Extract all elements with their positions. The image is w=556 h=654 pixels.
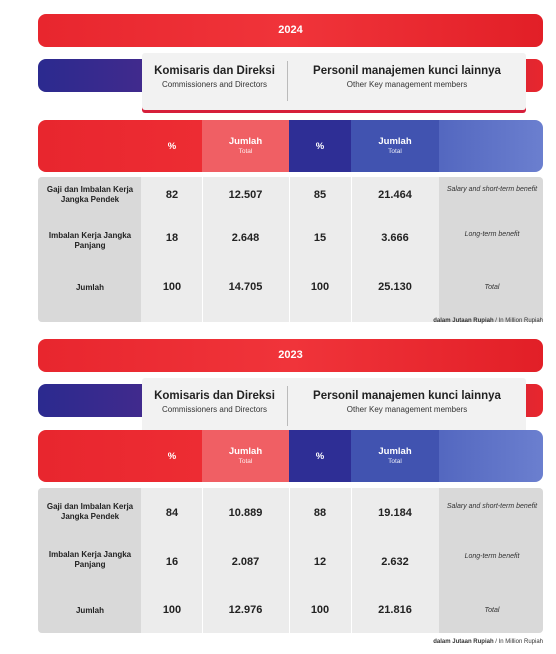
cell-pct: 16 [165, 556, 179, 568]
label-column [38, 177, 141, 322]
divider [289, 177, 290, 322]
cell-pct: 84 [165, 507, 179, 519]
column-label: Jumlah [378, 446, 412, 457]
row-label-en: Salary and short-term benefit [446, 503, 538, 510]
row-label-en: Long-term benefit [464, 231, 520, 238]
unit-note-en: In Million Rupiah [498, 318, 543, 324]
divider [287, 61, 288, 101]
group-key-management: Personil manajemen kunci lainnya Other K… [288, 53, 526, 110]
col-pct-1: % [142, 430, 202, 482]
divider [202, 488, 203, 633]
unit-note-en: In Million Rupiah [498, 639, 543, 645]
cell-amount: 12.507 [228, 189, 263, 201]
row-label: Jumlah [75, 606, 104, 615]
group-title: Komisaris dan Direksi [154, 65, 275, 77]
row-label-en: Long-term benefit [464, 553, 520, 560]
column-label: % [167, 141, 177, 152]
col-amount-2: Jumlah Total [351, 120, 439, 172]
column-sublabel: Total [238, 458, 253, 465]
divider [351, 177, 352, 322]
column-sublabel: Total [388, 148, 402, 155]
cell-pct: 100 [162, 604, 182, 616]
cell-amount: 21.816 [378, 604, 412, 616]
col-pct-1: % [142, 120, 202, 172]
row-label: Gaji dan Imbalan Kerja Jangka Pendek [46, 502, 134, 521]
row-label: Jumlah [75, 283, 104, 292]
group-commissioners: Komisaris dan Direksi Commissioners and … [142, 53, 287, 110]
row-label-en: Salary and short-term benefit [446, 186, 538, 193]
row-label: Gaji dan Imbalan Kerja Jangka Pendek [46, 185, 134, 204]
cell-pct: 100 [310, 281, 330, 293]
cell-amount: 3.666 [381, 232, 409, 244]
row-label-en: Total [484, 284, 500, 291]
divider [289, 488, 290, 633]
cell-pct: 12 [313, 556, 327, 568]
column-sublabel: Total [388, 458, 402, 465]
cell-pct: 15 [313, 232, 327, 244]
cell-pct: 85 [313, 189, 327, 201]
group-header-panel: Komisaris dan Direksi Commissioners and … [142, 53, 526, 110]
group-key-management: Personil manajemen kunci lainnya Other K… [288, 378, 526, 435]
cell-amount: 12.976 [228, 604, 263, 616]
unit-note: dalam Jutaan Rupiah / In Million Rupiah [433, 318, 543, 324]
group-title: Personil manajemen kunci lainnya [313, 390, 501, 402]
group-subtitle: Other Key management members [346, 80, 468, 89]
cell-amount: 2.632 [381, 556, 409, 568]
cell-amount: 10.889 [228, 507, 263, 519]
column-label: % [315, 451, 325, 462]
group-subtitle: Commissioners and Directors [162, 80, 267, 89]
divider [351, 488, 352, 633]
col-amount-2: Jumlah Total [351, 430, 439, 482]
cell-pct: 100 [162, 281, 182, 293]
column-sublabel: Total [238, 148, 253, 155]
group-subtitle: Commissioners and Directors [162, 405, 267, 414]
unit-note-sep: / [493, 318, 499, 324]
cell-amount: 21.464 [378, 189, 412, 201]
label-column [38, 488, 141, 633]
group-title: Personil manajemen kunci lainnya [313, 65, 501, 77]
col-amount-1: Jumlah Total [202, 430, 289, 482]
cell-pct: 100 [310, 604, 330, 616]
unit-note-id: dalam Jutaan Rupiah [433, 639, 494, 645]
cell-amount: 19.184 [378, 507, 412, 519]
col-pct-2: % [289, 120, 351, 172]
column-label: Jumlah [228, 136, 263, 147]
cell-pct: 88 [313, 507, 327, 519]
row-label-en: Total [484, 607, 500, 614]
column-label: Jumlah [228, 446, 263, 457]
col-amount-1: Jumlah Total [202, 120, 289, 172]
cell-pct: 82 [165, 189, 179, 201]
cell-pct: 18 [165, 232, 179, 244]
group-subtitle: Other Key management members [346, 405, 468, 414]
column-label: % [167, 451, 177, 462]
cell-amount: 25.130 [378, 281, 412, 293]
year-header: 2023 [38, 339, 543, 372]
group-header-panel: Komisaris dan Direksi Commissioners and … [142, 378, 526, 435]
cell-amount: 2.648 [231, 232, 260, 244]
unit-note: dalam Jutaan Rupiah / In Million Rupiah [433, 639, 543, 645]
year-header: 2024 [38, 14, 543, 47]
divider [287, 386, 288, 426]
cell-amount: 14.705 [228, 281, 263, 293]
column-label: % [315, 141, 325, 152]
row-label: Imbalan Kerja Jangka Panjang [48, 550, 132, 569]
unit-note-id: dalam Jutaan Rupiah [433, 318, 494, 324]
cell-amount: 2.087 [231, 556, 260, 568]
unit-note-sep: / [493, 639, 499, 645]
row-label: Imbalan Kerja Jangka Panjang [48, 231, 132, 250]
col-pct-2: % [289, 430, 351, 482]
group-commissioners: Komisaris dan Direksi Commissioners and … [142, 378, 287, 435]
divider [202, 177, 203, 322]
column-label: Jumlah [378, 136, 412, 147]
english-column [439, 177, 543, 322]
english-column [439, 488, 543, 633]
group-title: Komisaris dan Direksi [154, 390, 275, 402]
